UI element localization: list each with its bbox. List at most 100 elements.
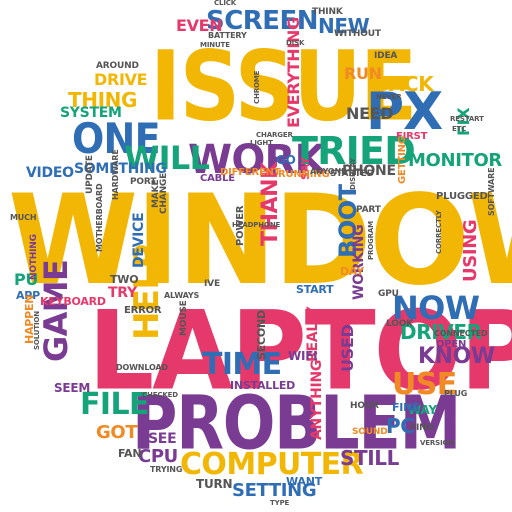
- word-need: NEED: [346, 104, 394, 123]
- word-checked: CHECKED: [142, 391, 178, 399]
- word-anyone: ANYONE: [310, 167, 347, 176]
- word-run: RUN: [344, 64, 382, 83]
- word-around: AROUND: [96, 61, 139, 71]
- word-correctly: CORRECTLY: [435, 210, 443, 254]
- word-light: LIGHT: [250, 139, 273, 147]
- word-connected: CONNECTED: [434, 329, 488, 338]
- word-software: SOFTWARE: [487, 167, 496, 217]
- word-plug: PLUG: [444, 389, 468, 398]
- word-drive: DRIVE: [94, 70, 148, 89]
- word-part: PART: [356, 205, 381, 215]
- word-px: PX: [366, 82, 443, 142]
- word-different: DIFFERENT: [220, 167, 281, 178]
- word-file: FILE: [80, 387, 149, 422]
- word-gpu: GPU: [378, 289, 399, 299]
- word-second: SECOND: [255, 310, 268, 360]
- word-nothing: NOTHING: [29, 234, 39, 280]
- word-driver: DRIVER: [400, 320, 482, 344]
- word-see: SEE: [148, 431, 177, 447]
- word-cable: CABLE: [200, 173, 235, 184]
- word-know: KNOW: [418, 344, 495, 369]
- word-etc: ETC: [452, 125, 467, 133]
- word-headphone: HEADPHONE: [232, 221, 281, 229]
- word-look: LOOK: [386, 319, 413, 329]
- word-minute: MINUTE: [200, 41, 230, 49]
- word-always: ALWAYS: [164, 291, 200, 300]
- word-used: USED: [338, 324, 357, 372]
- word-phone: PHONE: [342, 163, 396, 179]
- word-laptop: LAPTOP: [88, 286, 512, 415]
- word-tried: TRIED: [292, 129, 416, 173]
- word-one: ONE: [72, 114, 161, 164]
- word-much: MUCH: [10, 213, 37, 222]
- word-change: CHANGE: [159, 172, 169, 214]
- word-setting: SETTING: [232, 480, 317, 501]
- word-think: THINK: [312, 7, 343, 17]
- word-problem: PROBLEM: [132, 378, 461, 467]
- word-anything: ANYTHING: [309, 359, 325, 440]
- word-something: SOMETHING: [74, 161, 167, 177]
- word-working: WORKING: [351, 224, 367, 300]
- word-got: GOT: [96, 422, 138, 443]
- word-two: TWO: [110, 273, 139, 286]
- word-without: WITHOUT: [334, 29, 381, 39]
- word-version: VERSION: [420, 439, 455, 447]
- word-now: NOW: [392, 289, 480, 327]
- word-cloud-circle: [6, 6, 506, 506]
- word-window: WINDOW: [8, 167, 512, 313]
- word-even: EVEN: [176, 16, 223, 35]
- word-using: USING: [460, 219, 481, 282]
- word-type: TYPE: [270, 499, 290, 507]
- word-want: WANT: [286, 475, 322, 488]
- word-try: TRY: [108, 285, 137, 301]
- word-motherboard: MOTHERBOARD: [95, 183, 104, 252]
- word-way: WAY: [408, 403, 437, 417]
- word-mouse: MOUSE: [179, 300, 189, 336]
- word-game: GAME: [37, 259, 75, 362]
- word-video: VIDEO: [26, 165, 74, 181]
- word-pc: PC: [386, 414, 415, 438]
- word-use: USE: [392, 367, 457, 402]
- word-program: PROGRAM: [367, 220, 375, 260]
- word-app: APP: [16, 289, 40, 302]
- word-running: RUNNING: [278, 169, 330, 180]
- word-go: GO: [276, 153, 296, 167]
- word-started: STARTED: [330, 169, 374, 179]
- word-update: UPDATE: [85, 155, 95, 194]
- word-trying: TRYING: [150, 465, 183, 474]
- word-fine: FINE: [392, 401, 420, 414]
- word-hour: HOUR: [350, 401, 379, 411]
- word-installed: INSTALLED: [230, 379, 296, 392]
- word-thing: THING: [68, 88, 137, 112]
- word-monitor: MONITOR: [408, 150, 502, 171]
- word-disk: DISK: [286, 39, 305, 47]
- word-restart: RESTART: [450, 115, 484, 123]
- word-seem: SEEM: [54, 381, 91, 395]
- word-chrome: CHROME: [253, 70, 261, 104]
- word-never: NEVER: [376, 93, 402, 101]
- word-issue: ISSUE: [150, 29, 417, 143]
- word-error: ERROR: [124, 305, 162, 316]
- word-fan: FAN: [118, 447, 142, 460]
- word-port: PORT: [130, 177, 157, 187]
- word-first: FIRST: [396, 131, 428, 142]
- word-hardware: HARDWARE: [111, 149, 120, 200]
- word-charger: CHARGER: [256, 131, 293, 139]
- word-new: NEW: [318, 14, 370, 38]
- word-everything: EVERYTHING: [284, 17, 303, 128]
- word-download: DOWNLOAD: [116, 363, 168, 372]
- word-work: WORK: [188, 137, 326, 183]
- word-pu: PU: [14, 270, 39, 289]
- word-idea: IDEA: [374, 51, 398, 61]
- word-plugged: PLUGGED: [436, 191, 488, 202]
- word-still: STILL: [340, 446, 399, 470]
- word-wifi: WIFI: [288, 349, 318, 363]
- word-screen: SCREEN: [206, 6, 319, 36]
- word-will: WILL: [124, 139, 210, 177]
- word-sound: SOUND: [352, 427, 388, 437]
- word-display: DISPLAY: [349, 158, 357, 190]
- word-turn: TURN: [196, 477, 233, 491]
- word-back: BACK: [374, 72, 434, 96]
- word-system: SYSTEM: [60, 105, 122, 121]
